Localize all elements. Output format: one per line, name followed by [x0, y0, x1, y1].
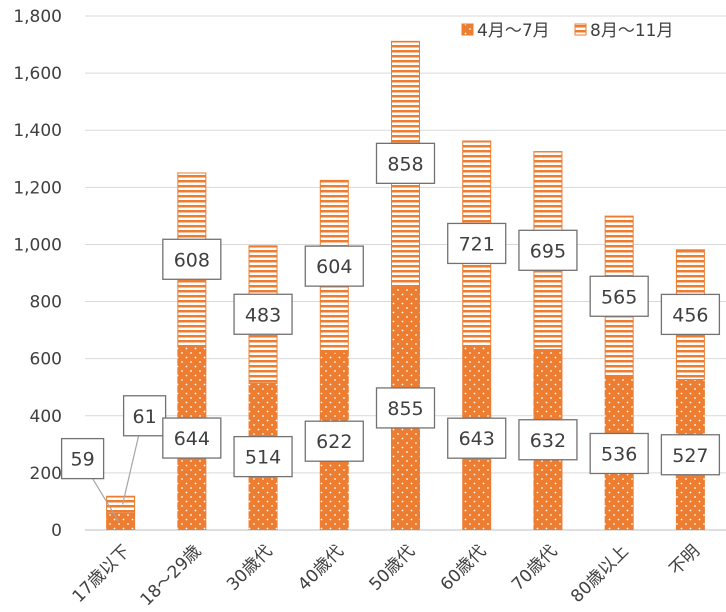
data-label-text: 644 [174, 428, 210, 450]
data-label-box [162, 417, 222, 459]
data-label-box [447, 222, 507, 265]
data-label: 565 [589, 275, 649, 317]
y-tick-label: 1,600 [13, 64, 62, 84]
data-label: 695 [518, 229, 578, 271]
y-axis: 0 200 400 600 800 1,000 1,200 1,400 1,600 1,800 [13, 7, 62, 541]
data-label-box [233, 293, 293, 335]
x-tick-label: 30歳代 [223, 541, 276, 594]
data-label-box [162, 238, 222, 280]
data-label-box [233, 435, 293, 478]
data-label: 608 [162, 238, 222, 280]
bar-segment-apr-jul [106, 513, 136, 530]
data-label-box [304, 245, 364, 287]
data-label: 632 [518, 419, 578, 461]
data-label-box [518, 419, 578, 461]
y-tick-label: 600 [30, 350, 62, 370]
data-label: 536 [589, 432, 649, 475]
legend-swatch [574, 23, 587, 36]
data-label-text: 536 [601, 443, 637, 465]
x-tick-label: 不明 [666, 541, 704, 579]
x-tick-label: 80歳以上 [567, 541, 633, 607]
y-tick-label: 1,000 [13, 235, 62, 255]
data-label-box [589, 275, 649, 317]
data-label-text: 59 [71, 449, 95, 471]
y-tick-label: 200 [30, 464, 62, 484]
leader-line [122, 435, 140, 505]
data-label-box [660, 434, 721, 476]
data-label-box [660, 293, 721, 336]
data-label-text: 483 [245, 304, 281, 326]
data-label: 622 [304, 420, 364, 462]
x-tick-label: 40歳代 [294, 541, 347, 594]
y-tick-label: 1,200 [13, 178, 62, 198]
x-tick-label: 70歳代 [508, 541, 561, 594]
data-label: 514 [233, 435, 293, 478]
data-label-text: 608 [174, 249, 210, 271]
data-label-box [304, 420, 364, 462]
data-label-text: 643 [459, 428, 495, 450]
data-label-text: 855 [387, 398, 423, 420]
data-label-text: 858 [387, 153, 423, 175]
data-label-box [375, 142, 436, 184]
data-label-box [60, 437, 105, 480]
data-labels: 59 61 644 608 514 483 622 604 855 858 643 721 632 695… [60, 142, 721, 522]
legend-swatch [461, 23, 474, 36]
data-label-text: 721 [459, 233, 495, 255]
data-label: 858 [375, 142, 436, 184]
y-tick-label: 0 [51, 521, 62, 541]
data-label-text: 565 [601, 286, 637, 308]
legend-label: 4月～7月 [477, 21, 550, 41]
data-label: 456 [660, 293, 721, 336]
y-tick-label: 1,400 [13, 121, 62, 141]
legend-item: 4月～7月 [461, 21, 550, 41]
data-label-box [589, 432, 649, 475]
data-label-text: 527 [672, 445, 708, 467]
data-label-text: 622 [316, 431, 352, 453]
data-label-text: 695 [530, 240, 566, 262]
y-tick-label: 800 [30, 293, 62, 313]
data-label-text: 604 [316, 256, 352, 278]
x-tick-label: 18～29歳 [137, 541, 206, 610]
data-label-text: 514 [245, 447, 281, 469]
y-tick-label: 400 [30, 407, 62, 427]
y-tick-label: 1,800 [13, 7, 62, 27]
data-label-box [447, 417, 507, 459]
data-label-box [518, 229, 578, 271]
data-label: 855 [375, 387, 436, 429]
x-tick-label: 17歳以下 [69, 541, 135, 607]
data-label-text: 632 [530, 430, 566, 452]
bar-segment-aug-nov [106, 495, 136, 514]
data-label: 604 [304, 245, 364, 287]
legend-item: 8月～11月 [574, 21, 673, 41]
data-label: 644 [162, 417, 222, 459]
data-label: 59 [60, 437, 105, 480]
legend-label: 8月～11月 [590, 21, 673, 41]
data-label: 527 [660, 434, 721, 476]
data-label: 721 [447, 222, 507, 265]
legend: 4月～7月 8月～11月 [461, 21, 673, 41]
leader-line [92, 478, 120, 522]
data-label: 61 [122, 395, 167, 437]
data-label-box [122, 395, 167, 437]
data-label: 643 [447, 417, 507, 459]
x-tick-label: 60歳代 [437, 541, 490, 594]
data-label-text: 61 [133, 406, 157, 428]
data-label-box [375, 387, 436, 429]
data-label-text: 456 [672, 304, 708, 326]
data-label: 483 [233, 293, 293, 335]
x-tick-label: 50歳代 [366, 541, 419, 594]
x-axis: 17歳以下 18～29歳 30歳代 40歳代 50歳代 60歳代 70歳代 80歳以上 不明 [69, 541, 704, 610]
